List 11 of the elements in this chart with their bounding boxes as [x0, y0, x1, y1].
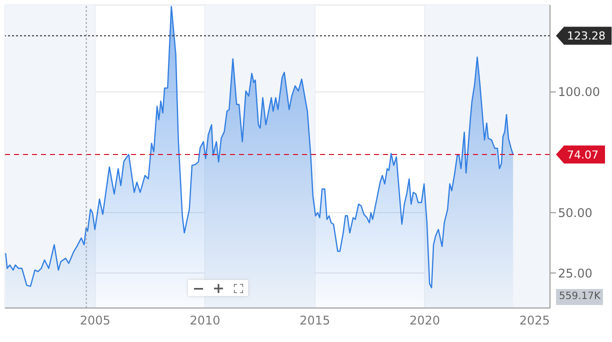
y-tick-label: 100.00: [558, 85, 600, 100]
x-tick-label: 2010: [190, 314, 220, 328]
y-tick-label: 25.00: [558, 266, 592, 280]
y-tick-label: 50.00: [558, 206, 592, 220]
ref-line-label: 74.07: [567, 148, 598, 162]
x-tick-label: 2020: [409, 314, 440, 328]
ref-line-label: 123.28: [567, 30, 606, 43]
x-tick-label: 2025: [519, 314, 550, 328]
text: 559.17K: [556, 289, 603, 305]
x-tick-label: 2015: [300, 314, 330, 328]
x-tick-label: 2005: [80, 314, 110, 328]
